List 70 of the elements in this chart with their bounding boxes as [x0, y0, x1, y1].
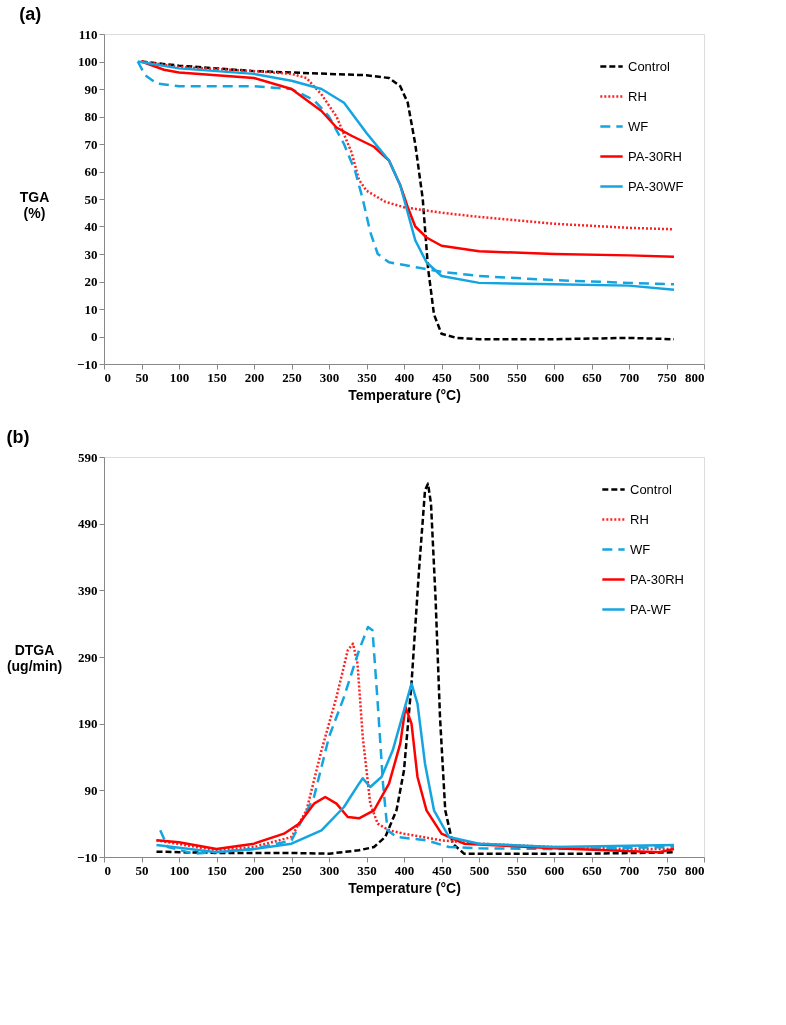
x-tick-label: 350: [357, 862, 377, 878]
legend-label: PA-30WF: [628, 178, 684, 194]
x-tick-label: 500: [469, 862, 490, 878]
chart-title: (b): [6, 427, 30, 447]
y-tick-label: 490: [78, 516, 98, 532]
y-tick-label: 30: [84, 246, 98, 262]
x-tick-label: 200: [244, 369, 265, 385]
x-tick-label: 400: [394, 862, 415, 878]
x-tick-label: 600: [544, 862, 565, 878]
x-tick-label: 0: [104, 862, 111, 878]
legend-label: RH: [630, 511, 649, 527]
x-tick-label: 750: [657, 369, 677, 385]
y-tick-label: 90: [84, 782, 98, 798]
x-tick-label: 800: [685, 369, 705, 385]
x-tick-label: 50: [135, 862, 149, 878]
y-tick-label: 190: [78, 716, 98, 732]
y-tick-label: 80: [84, 109, 98, 124]
y-tick-label: 390: [78, 582, 98, 598]
y-tick-label: −10: [77, 849, 98, 865]
legend-label: PA-WF: [630, 601, 671, 617]
legend-label: WF: [630, 541, 651, 557]
x-tick-label: 250: [282, 369, 302, 385]
x-tick-label: 650: [582, 862, 602, 878]
x-tick-label: 450: [432, 369, 452, 385]
x-tick-label: 100: [169, 369, 190, 385]
x-tick-label: 150: [207, 862, 227, 878]
x-tick-label: 750: [657, 862, 677, 878]
x-tick-label: 0: [104, 369, 111, 385]
y-axis-title: TGA (%): [19, 188, 50, 221]
x-axis-title: Temperature (°C): [348, 386, 461, 403]
x-tick-label: 550: [507, 862, 527, 878]
x-tick-label: 800: [685, 862, 705, 878]
y-tick-label: 40: [84, 219, 98, 234]
x-axis-title: Temperature (°C): [348, 879, 461, 896]
y-tick-label: 290: [78, 649, 98, 665]
y-tick-label: 50: [84, 191, 98, 207]
y-tick-label: 590: [78, 449, 98, 465]
x-tick-label: 600: [544, 369, 565, 385]
x-tick-label: 650: [582, 369, 602, 385]
x-tick-label: 700: [619, 369, 640, 385]
x-tick-label: 200: [244, 862, 265, 878]
x-tick-label: 400: [394, 369, 415, 385]
y-tick-label: −10: [77, 356, 98, 372]
chart-title: (a): [19, 4, 42, 24]
y-tick-label: 70: [84, 136, 98, 152]
x-tick-label: 550: [507, 369, 527, 385]
x-tick-label: 300: [319, 862, 340, 878]
x-tick-label: 100: [169, 862, 190, 878]
x-tick-label: 500: [469, 369, 490, 385]
x-tick-label: 150: [207, 369, 227, 385]
y-tick-label: 20: [84, 274, 98, 289]
x-tick-label: 50: [135, 369, 149, 385]
y-tick-label: 110: [78, 26, 98, 42]
legend-label: Control: [628, 58, 671, 74]
x-tick-label: 450: [432, 862, 452, 878]
x-tick-label: 350: [357, 369, 377, 385]
y-tick-label: 100: [78, 54, 98, 69]
y-tick-label: 90: [84, 81, 98, 97]
y-tick-label: 0: [91, 329, 98, 344]
y-tick-label: 10: [84, 301, 98, 317]
x-tick-label: 250: [282, 862, 302, 878]
y-tick-label: 60: [84, 164, 98, 179]
legend-label: PA-30RH: [628, 148, 682, 164]
legend-label: WF: [628, 118, 649, 134]
x-tick-label: 700: [619, 862, 640, 878]
x-tick-label: 300: [319, 369, 340, 385]
legend-label: PA-30RH: [630, 571, 684, 587]
legend-label: RH: [628, 88, 647, 104]
y-axis-title: DTGA (ug/min): [6, 641, 63, 674]
legend-label: Control: [630, 481, 673, 497]
